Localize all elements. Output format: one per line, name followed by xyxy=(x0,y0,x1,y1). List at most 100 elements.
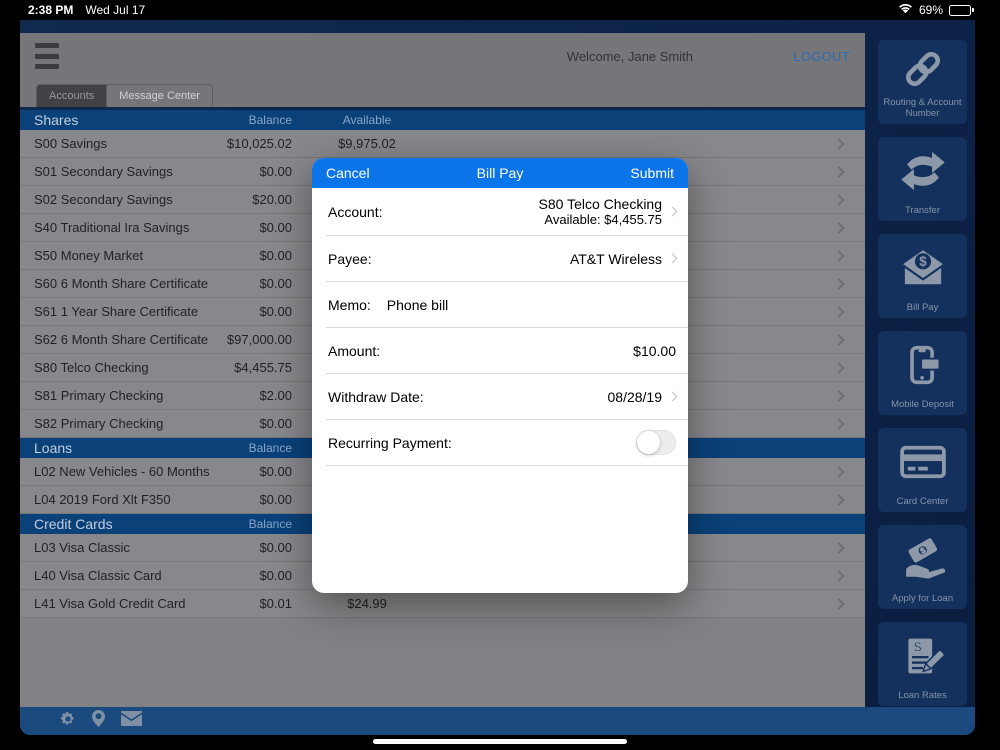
sidebar-item-routing-account-number[interactable]: Routing & Account Number xyxy=(878,40,967,124)
mail-envelope-icon[interactable] xyxy=(121,711,142,731)
sidebar-item-apply-for-loan[interactable]: $ Apply for Loan xyxy=(878,525,967,609)
sidebar-item-label: Loan Rates xyxy=(898,690,947,701)
chevron-right-icon xyxy=(833,333,845,346)
account-available: $9,975.02 xyxy=(338,136,396,151)
app-header: Welcome, Jane Smith LOGOUT Accounts Mess… xyxy=(20,33,865,107)
section-header: Shares Balance Available xyxy=(20,110,865,130)
account-name: L40 Visa Classic Card xyxy=(34,568,162,583)
account-balance: $0.00 xyxy=(259,540,292,555)
account-balance: $4,455.75 xyxy=(234,360,292,375)
svg-text:$: $ xyxy=(918,546,927,556)
hamburger-menu-icon[interactable] xyxy=(35,43,59,69)
payee-value: AT&T Wireless xyxy=(569,250,662,267)
account-balance: $0.00 xyxy=(259,568,292,583)
account-name: S80 Telco Checking xyxy=(34,360,149,375)
account-name: S81 Primary Checking xyxy=(34,388,164,403)
account-row[interactable]: S00 Savings $10,025.02 $9,975.02 xyxy=(20,130,865,158)
chevron-right-icon xyxy=(833,493,845,506)
sidebar-item-transfer[interactable]: Transfer xyxy=(878,137,967,221)
quick-actions-sidebar: Routing & Account Number Transfer $ B xyxy=(865,20,975,707)
chevron-right-icon xyxy=(833,165,845,178)
app-window: Welcome, Jane Smith LOGOUT Accounts Mess… xyxy=(20,20,975,735)
modal-title: Bill Pay xyxy=(476,165,524,181)
status-bar: 2:38 PM Wed Jul 17 69% xyxy=(0,0,1000,20)
account-row[interactable]: L41 Visa Gold Credit Card $0.01 $24.99 xyxy=(20,590,865,618)
chevron-right-icon xyxy=(833,277,845,290)
account-balance: $2.00 xyxy=(259,388,292,403)
account-balance: $20.00 xyxy=(252,192,292,207)
status-date: Wed Jul 17 xyxy=(85,3,146,17)
account-balance: $10,025.02 xyxy=(226,136,292,151)
chevron-right-icon xyxy=(667,206,678,217)
document-pen-icon: $ xyxy=(878,622,967,690)
withdraw-date-field[interactable]: Withdraw Date: 08/28/19 xyxy=(312,374,688,420)
account-name: L41 Visa Gold Credit Card xyxy=(34,596,186,611)
account-name: S61 1 Year Share Certificate xyxy=(34,304,199,319)
account-value: S80 Telco Checking Available: $4,455.75 xyxy=(538,196,662,227)
account-name: L04 2019 Ford Xlt F350 xyxy=(34,492,171,507)
chevron-right-icon xyxy=(833,417,845,430)
cancel-button[interactable]: Cancel xyxy=(326,165,370,181)
submit-button[interactable]: Submit xyxy=(630,165,674,181)
account-balance: $0.00 xyxy=(259,492,292,507)
chevron-right-icon xyxy=(667,253,678,264)
chevron-right-icon xyxy=(833,249,845,262)
recurring-payment-toggle[interactable] xyxy=(636,430,676,455)
settings-gear-icon[interactable] xyxy=(60,711,76,732)
chevron-right-icon xyxy=(833,389,845,402)
bottom-toolbar xyxy=(20,707,975,735)
sidebar-item-label: Apply for Loan xyxy=(891,593,954,604)
sidebar-item-label: Mobile Deposit xyxy=(891,399,954,410)
account-name: S60 6 Month Share Certificate xyxy=(34,276,209,291)
balance-column-header: Balance xyxy=(248,517,292,531)
chevron-right-icon xyxy=(833,193,845,206)
sidebar-item-mobile-deposit[interactable]: Mobile Deposit xyxy=(878,331,967,415)
memo-value[interactable]: Phone bill xyxy=(386,296,449,313)
sidebar-item-bill-pay[interactable]: $ Bill Pay xyxy=(878,234,967,318)
sidebar-item-label: Bill Pay xyxy=(906,302,939,313)
sidebar-item-label: Routing & Account Number xyxy=(883,97,962,119)
account-name: L02 New Vehicles - 60 Months xyxy=(34,464,210,479)
account-name: S00 Savings xyxy=(34,136,107,151)
tab-message-center[interactable]: Message Center xyxy=(106,85,212,107)
amount-value: $10.00 xyxy=(633,342,676,359)
location-pin-icon[interactable] xyxy=(92,710,105,732)
home-indicator[interactable] xyxy=(373,739,627,744)
bill-pay-modal: Cancel Bill Pay Submit Account: S80 Telc… xyxy=(312,158,688,593)
svg-text:$: $ xyxy=(919,254,927,269)
transfer-arrows-icon xyxy=(878,137,967,205)
sidebar-item-label: Card Center xyxy=(896,496,949,507)
section-title: Shares xyxy=(34,112,79,128)
available-column-header: Available xyxy=(342,113,392,127)
account-name: S62 6 Month Share Certificate xyxy=(34,332,209,347)
logout-button[interactable]: LOGOUT xyxy=(793,49,850,64)
account-balance: $0.00 xyxy=(259,416,292,431)
account-name: S40 Traditional Ira Savings xyxy=(34,220,190,235)
account-balance: $0.00 xyxy=(259,464,292,479)
section-title: Credit Cards xyxy=(34,516,113,532)
withdraw-date-value: 08/28/19 xyxy=(607,388,663,405)
payee-field[interactable]: Payee: AT&T Wireless xyxy=(312,236,688,282)
chevron-right-icon xyxy=(833,361,845,374)
account-balance: $0.00 xyxy=(259,248,292,263)
chevron-right-icon xyxy=(833,597,845,610)
battery-icon xyxy=(949,4,974,16)
amount-field[interactable]: Amount: $10.00 xyxy=(312,328,688,374)
sidebar-item-card-center[interactable]: Card Center xyxy=(878,428,967,512)
envelope-dollar-icon: $ xyxy=(878,234,967,302)
battery-percent: 69% xyxy=(918,3,943,17)
link-icon xyxy=(878,40,967,97)
welcome-text: Welcome, Jane Smith xyxy=(566,49,693,64)
wifi-icon xyxy=(898,3,913,17)
phone-check-icon xyxy=(878,331,967,399)
section-title: Loans xyxy=(34,440,73,456)
recurring-payment-field: Recurring Payment: xyxy=(312,420,688,466)
sidebar-item-loan-rates[interactable]: $ Loan Rates xyxy=(878,622,967,706)
tab-accounts[interactable]: Accounts xyxy=(37,85,107,107)
account-balance: $0.00 xyxy=(259,276,292,291)
memo-field[interactable]: Memo: Phone bill xyxy=(312,282,688,328)
withdraw-date-label: Withdraw Date: xyxy=(328,388,424,405)
account-name: S02 Secondary Savings xyxy=(34,192,173,207)
account-field[interactable]: Account: S80 Telco Checking Available: $… xyxy=(312,188,688,236)
chevron-right-icon xyxy=(667,391,678,402)
